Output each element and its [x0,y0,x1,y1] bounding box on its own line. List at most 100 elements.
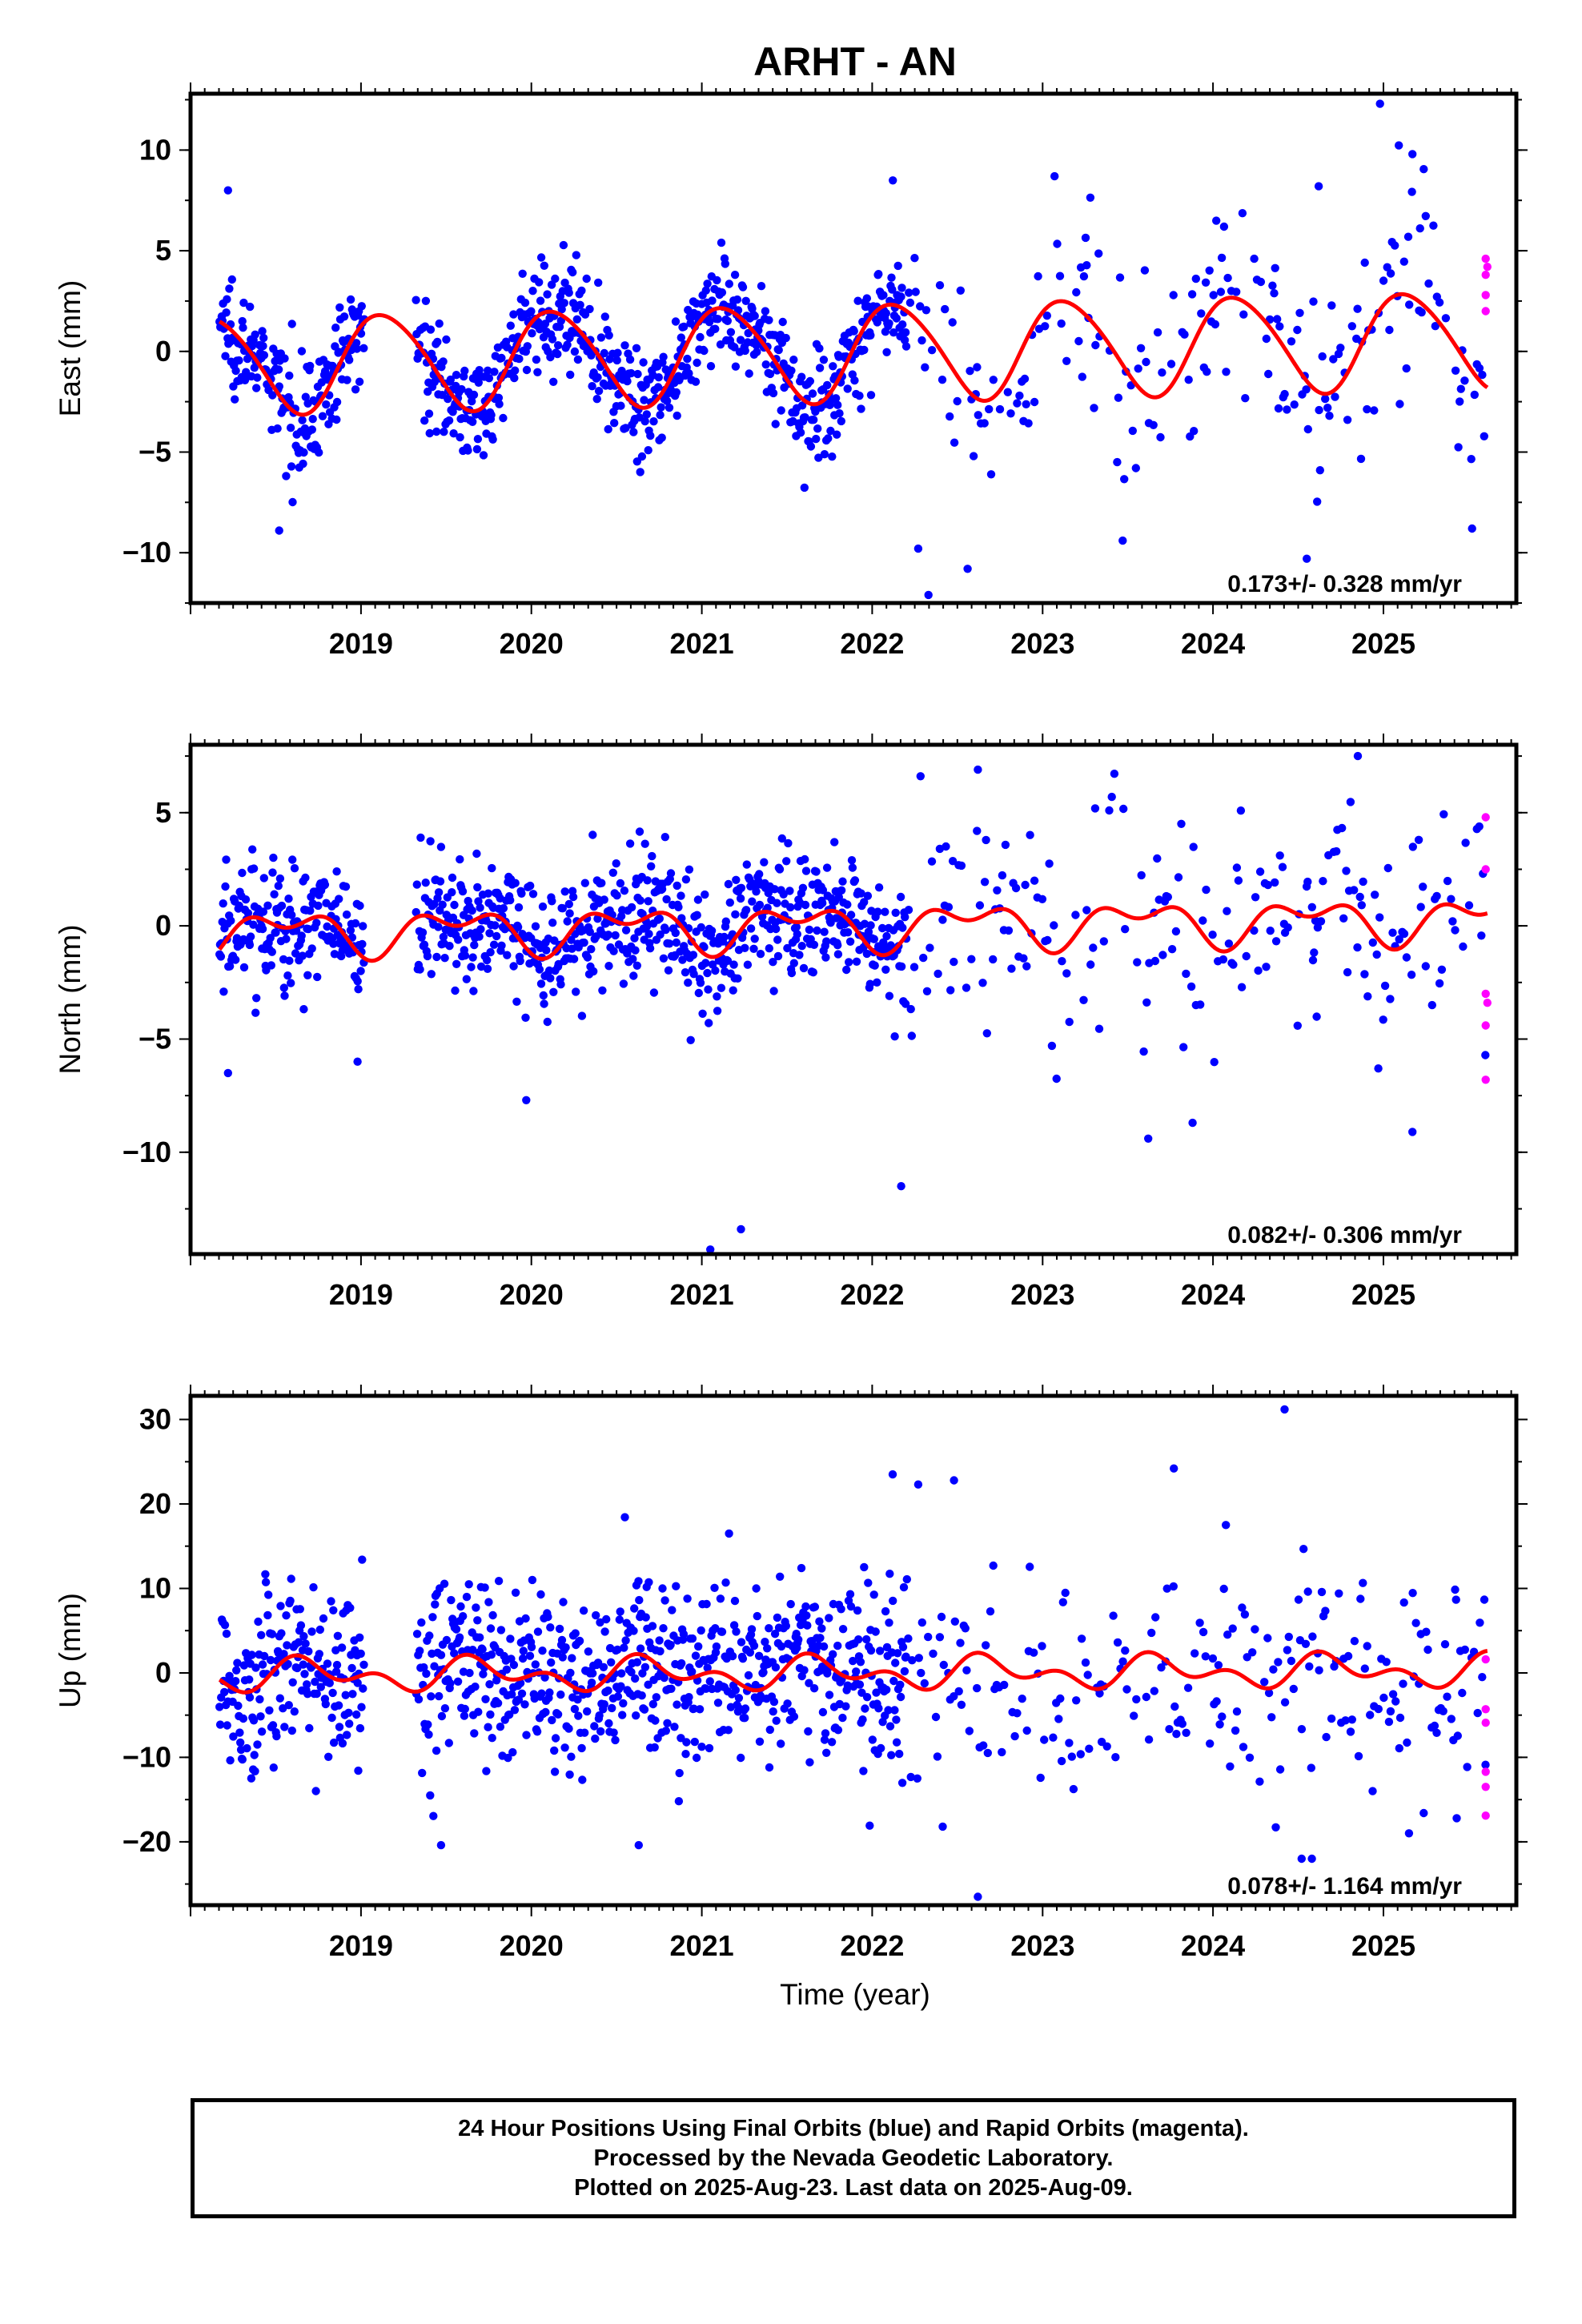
final-orbit-point [249,1716,259,1725]
final-orbit-point [1375,913,1384,922]
y-tick-label: 0 [155,335,171,368]
final-orbit-point [254,1617,263,1626]
final-orbit-point [820,927,829,936]
final-orbit-point [436,1840,446,1850]
final-orbit-point [1307,1763,1316,1772]
final-orbit-point [577,1011,587,1020]
final-orbit-point [474,897,483,906]
final-orbit-point [660,1673,669,1683]
final-orbit-point [572,987,580,996]
final-orbit-point [422,1669,431,1679]
final-orbit-point [238,1755,247,1764]
final-orbit-point [1057,319,1066,328]
plot-area [191,745,1516,1254]
final-orbit-point [892,314,901,323]
final-orbit-point [1303,554,1311,563]
final-orbit-point [973,826,982,835]
final-orbit-point [609,1728,618,1737]
final-orbit-point [644,446,652,455]
final-orbit-point [273,424,282,433]
final-orbit-point [595,1711,604,1720]
final-orbit-point [1214,1661,1223,1670]
final-orbit-point [296,1621,306,1630]
final-orbit-point [259,333,268,343]
final-orbit-point [1303,1587,1312,1596]
final-orbit-point [607,1658,616,1667]
final-orbit-point [629,1626,638,1635]
final-orbit-point [730,1596,740,1606]
final-orbit-point [1379,276,1388,285]
final-orbit-point [221,882,230,891]
final-orbit-point [452,959,461,969]
final-orbit-point [1297,1725,1307,1734]
final-orbit-point [1113,1638,1122,1647]
final-orbit-point [488,435,497,444]
final-orbit-point [1416,903,1425,911]
final-orbit-point [301,392,310,401]
final-orbit-point [734,1694,744,1703]
final-orbit-point [617,1669,626,1678]
final-orbit-point [550,1746,559,1755]
final-orbit-point [588,382,596,391]
final-orbit-point [891,1659,900,1667]
final-orbit-point [705,1019,713,1027]
final-orbit-point [1013,1709,1022,1718]
final-orbit-point [653,383,663,392]
final-orbit-point [1480,1595,1489,1604]
final-orbit-point [323,1659,332,1668]
final-orbit-point [478,1645,487,1654]
model-fit-line [218,1649,1488,1695]
final-orbit-point [232,1666,241,1675]
final-orbit-point [924,590,933,600]
final-orbit-point [864,927,873,936]
final-orbit-point [1323,404,1332,412]
final-orbit-point [1078,372,1087,381]
final-orbit-point [600,895,608,904]
final-orbit-point [929,1649,938,1659]
final-orbit-point [784,838,793,848]
final-orbit-point [223,186,232,195]
final-orbit-point [1099,937,1109,946]
final-orbit-point [549,377,558,386]
final-orbit-point [580,879,589,887]
final-orbit-point [259,907,268,916]
final-orbit-point [671,928,680,938]
final-orbit-point [341,1691,350,1699]
final-orbit-point [665,939,674,948]
final-orbit-point [444,394,452,404]
final-orbit-point [1007,964,1016,973]
final-orbit-point [231,366,240,376]
final-orbit-point [1021,880,1030,890]
final-orbit-point [674,1797,684,1806]
final-orbit-point [813,926,821,935]
final-orbit-point [592,932,600,941]
final-orbit-point [527,1642,536,1651]
final-orbit-point [1310,948,1319,957]
final-orbit-point [683,1594,692,1603]
final-orbit-point [508,1747,517,1757]
final-orbit-point [329,1738,339,1747]
final-orbit-point [476,962,486,971]
final-orbit-point [613,1692,623,1701]
final-orbit-point [1201,1652,1211,1661]
final-orbit-point [691,377,701,386]
final-orbit-point [860,345,869,355]
final-orbit-point [866,391,876,400]
x-tick-label: 2020 [500,1278,564,1311]
final-orbit-point [833,1641,842,1651]
final-orbit-point [986,470,996,479]
final-orbit-point [536,296,545,305]
final-orbit-point [1144,1134,1153,1144]
final-orbit-point [891,908,900,918]
final-orbit-point [1022,400,1030,408]
final-orbit-point [1342,866,1351,875]
final-orbit-point [535,965,544,974]
final-orbit-point [1271,263,1279,272]
final-orbit-point [866,921,875,930]
final-orbit-point [596,1727,605,1736]
final-orbit-point [640,839,649,848]
final-orbit-point [1222,368,1231,376]
final-orbit-point [647,862,656,871]
final-orbit-point [681,875,691,884]
final-orbit-point [1395,1743,1404,1753]
